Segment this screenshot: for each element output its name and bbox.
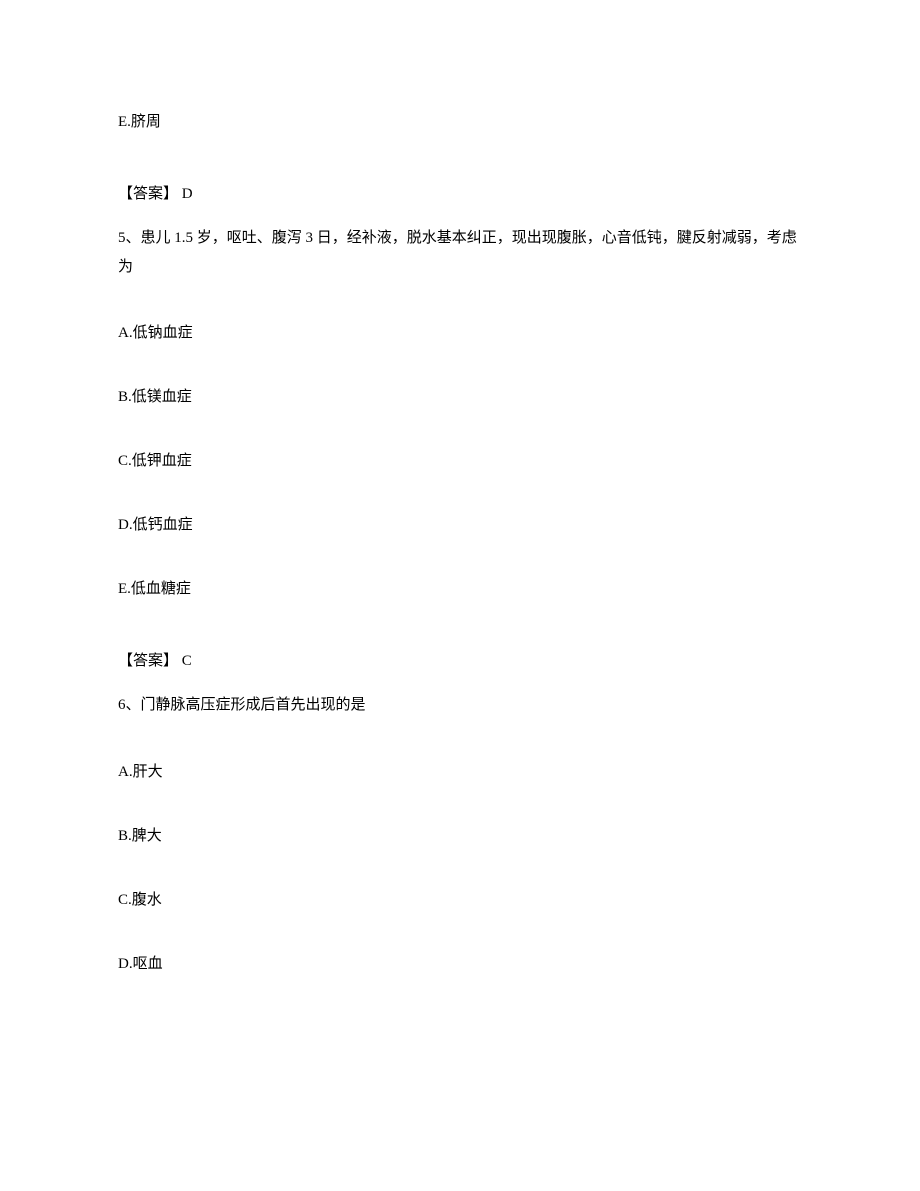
q5-option-b: B.低镁血症 — [118, 385, 802, 409]
q5-option-a-text: A.低钠血症 — [118, 325, 193, 341]
q5-answer-text: 【答案】 C — [118, 653, 192, 669]
q4-answer-text: 【答案】 D — [118, 186, 193, 202]
q6-option-d: D.呕血 — [118, 952, 802, 976]
q5-option-e-text: E.低血糖症 — [118, 581, 191, 597]
q5-option-a: A.低钠血症 — [118, 321, 802, 345]
q4-option-e-text: E.脐周 — [118, 114, 161, 130]
q5-option-e: E.低血糖症 — [118, 577, 802, 601]
q6-question: 6、门静脉高压症形成后首先出现的是 — [118, 691, 802, 720]
q6-option-a: A.肝大 — [118, 760, 802, 784]
q6-option-a-text: A.肝大 — [118, 764, 163, 780]
q6-option-c: C.腹水 — [118, 888, 802, 912]
q6-option-b-text: B.脾大 — [118, 828, 162, 844]
q5-option-c: C.低钾血症 — [118, 449, 802, 473]
q5-question: 5、患儿 1.5 岁，呕吐、腹泻 3 日，经补液，脱水基本纠正，现出现腹胀，心音… — [118, 224, 802, 281]
q6-option-d-text: D.呕血 — [118, 956, 163, 972]
q6-option-c-text: C.腹水 — [118, 892, 162, 908]
q5-option-b-text: B.低镁血症 — [118, 389, 192, 405]
q4-option-e: E.脐周 — [118, 110, 802, 134]
q5-option-d: D.低钙血症 — [118, 513, 802, 537]
q6-question-text: 6、门静脉高压症形成后首先出现的是 — [118, 697, 366, 713]
q5-question-text: 5、患儿 1.5 岁，呕吐、腹泻 3 日，经补液，脱水基本纠正，现出现腹胀，心音… — [118, 230, 797, 275]
q5-option-c-text: C.低钾血症 — [118, 453, 192, 469]
q4-answer: 【答案】 D — [118, 182, 802, 206]
q5-answer: 【答案】 C — [118, 649, 802, 673]
q6-option-b: B.脾大 — [118, 824, 802, 848]
q5-option-d-text: D.低钙血症 — [118, 517, 193, 533]
